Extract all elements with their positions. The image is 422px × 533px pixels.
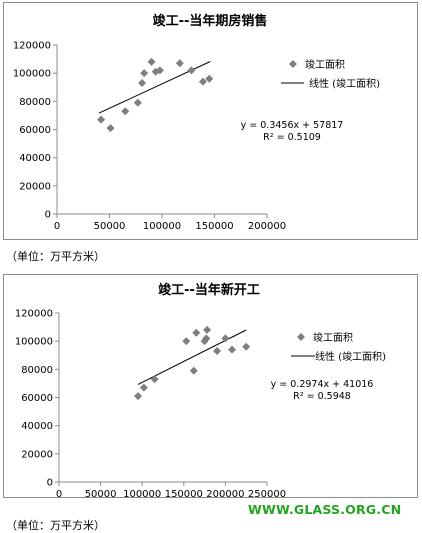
- chart-2-legend-trendline: 线性 (竣工面积): [315, 350, 386, 363]
- chart-2-data-point: [189, 366, 198, 375]
- watermark-text: WWW.GLASS.ORG.CN: [248, 502, 402, 517]
- chart-1-legend-series: 竣工面积: [305, 58, 345, 71]
- chart-2-x-tick-label: 150000: [165, 489, 203, 497]
- unit-note-1: （单位：万平方米）: [6, 250, 105, 263]
- chart-1-y-tick-label: 120000: [13, 41, 51, 52]
- chart-2-y-tick-label: 60000: [21, 393, 53, 404]
- chart-1-x-tick-label: 50000: [94, 221, 126, 232]
- chart-2-data-point: [202, 334, 211, 343]
- chart-1-x-tick-label: 0: [54, 221, 60, 232]
- chart-2-frame: 竣工--当年新开工 0 20000 40000 60000 80000 100000 1200…: [3, 274, 418, 498]
- chart-1-data-point: [138, 79, 147, 88]
- chart-1-legend-trendline: 线性 (竣工面积): [309, 77, 380, 90]
- chart-1-title: 竣工--当年期房销售: [153, 13, 268, 29]
- chart-1-y-tick-label: 80000: [19, 97, 51, 108]
- chart-2-x-tick-label: 0: [56, 489, 62, 497]
- chart-1-equation: y = 0.3456x + 57817: [241, 120, 344, 131]
- chart-2-data-point: [182, 337, 191, 346]
- chart-2-legend-marker: [297, 333, 305, 341]
- chart-1-legend-marker: [289, 60, 297, 68]
- chart-2-svg: 竣工--当年新开工 0 20000 40000 60000 80000 100000 1200…: [15, 282, 386, 497]
- chart-1-x-tick-label: 150000: [195, 221, 233, 232]
- chart-2-data-point: [192, 328, 201, 337]
- chart-2-x-tick-label: 100000: [123, 489, 161, 497]
- chart-2-data-point: [228, 345, 237, 354]
- chart-1-data-point: [155, 66, 164, 75]
- chart-1-data-point: [205, 74, 214, 83]
- chart-2-y-tick-label: 0: [47, 478, 53, 489]
- chart-2-y-tick-label: 20000: [21, 449, 53, 460]
- chart-2-r-squared: R² = 0.5948: [293, 391, 351, 402]
- chart-2-x-tick-label: 50000: [85, 489, 117, 497]
- chart-2-equation: y = 0.2974x + 41016: [271, 379, 374, 390]
- chart-1-data-point: [140, 69, 149, 78]
- chart-2-data-point: [134, 392, 143, 401]
- chart-1-svg: 竣工--当年期房销售 0 20000 40000 60000 80000 100000 120…: [13, 13, 380, 232]
- chart-1-y-tick-label: 40000: [19, 153, 51, 164]
- chart-1-y-tick-label: 100000: [13, 69, 51, 80]
- chart-2-y-tick-label: 100000: [15, 337, 53, 348]
- chart-2-x-tick-label: 200000: [206, 489, 244, 497]
- chart-2-data-point: [139, 383, 148, 392]
- chart-1-data-point: [147, 57, 156, 66]
- chart-2-data-point: [213, 347, 222, 356]
- chart-1-x-tick-label: 200000: [248, 221, 286, 232]
- chart-1-data-point: [106, 124, 115, 133]
- chart-2-data-point: [200, 337, 209, 346]
- chart-1-data-point: [121, 107, 130, 116]
- chart-2-data-point: [203, 325, 212, 334]
- chart-2-data-point: [150, 375, 159, 384]
- chart-2-title: 竣工--当年新开工: [158, 282, 260, 298]
- chart-1-data-point: [187, 66, 196, 75]
- chart-1-y-tick-label: 20000: [19, 181, 51, 192]
- chart-2-x-tick-label: 250000: [248, 489, 286, 497]
- chart-2-data-point: [242, 342, 251, 351]
- chart-1-y-tick-label: 0: [45, 210, 51, 221]
- chart-1-r-squared: R² = 0.5109: [263, 132, 321, 143]
- chart-2-y-tick-label: 40000: [21, 421, 53, 432]
- chart-2-legend-series: 竣工面积: [313, 331, 353, 344]
- unit-note-2: （单位：万平方米）: [6, 519, 105, 532]
- chart-2-y-tick-label: 120000: [15, 309, 53, 320]
- chart-1-x-tick-label: 100000: [143, 221, 181, 232]
- chart-1-data-point: [97, 115, 106, 124]
- chart-2-data-point: [221, 334, 230, 343]
- chart-1-frame: 竣工--当年期房销售 0 20000 40000 60000 80000 100000 120…: [3, 2, 418, 240]
- chart-1-data-point: [175, 59, 184, 68]
- chart-1-data-point: [198, 77, 207, 86]
- chart-1-y-tick-label: 60000: [19, 125, 51, 136]
- chart-1-data-point: [133, 98, 142, 107]
- chart-2-y-tick-label: 80000: [21, 365, 53, 376]
